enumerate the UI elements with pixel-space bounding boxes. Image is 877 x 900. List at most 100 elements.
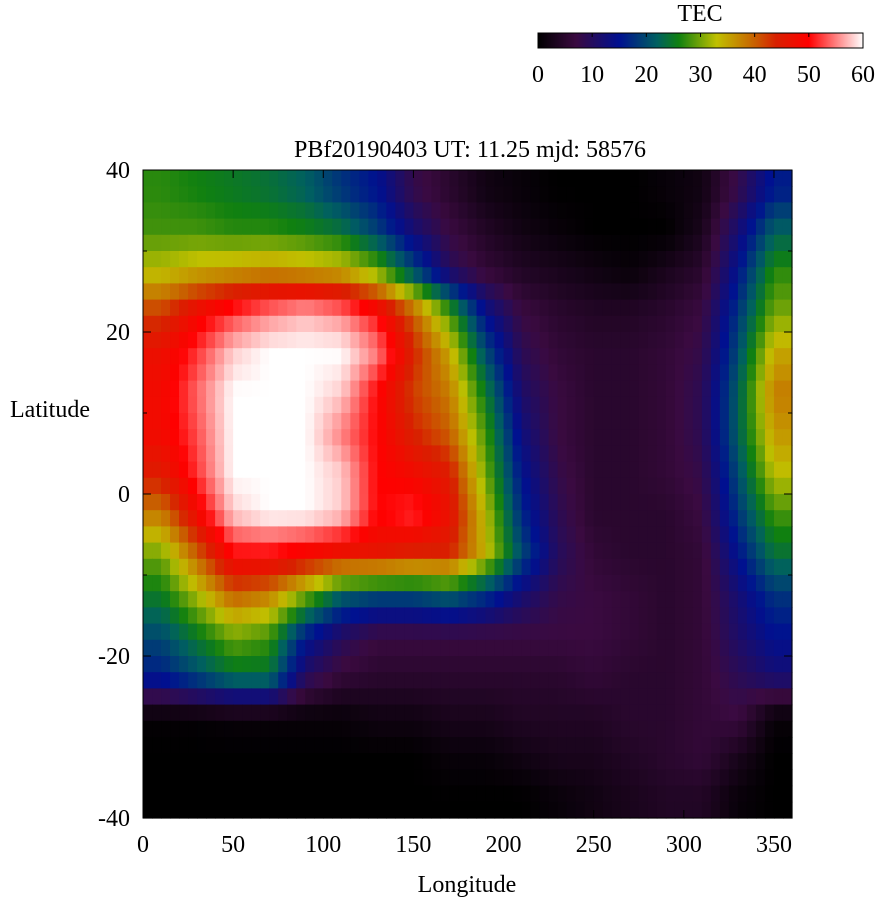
heatmap-cell [557, 737, 568, 754]
heatmap-cell [359, 672, 369, 689]
heatmap-cell [692, 704, 703, 722]
heatmap-cell [377, 639, 387, 657]
heatmap-cell [692, 315, 703, 333]
heatmap-cell [206, 413, 216, 430]
colorbar-swatch [817, 33, 819, 48]
heatmap-cell [224, 785, 234, 803]
heatmap-cell [332, 558, 342, 576]
heatmap-cell [341, 591, 351, 608]
heatmap-cell [485, 396, 496, 414]
heatmap-cell [242, 607, 252, 625]
colorbar-swatch [645, 33, 647, 48]
colorbar-swatch [774, 33, 776, 48]
heatmap-cell [737, 753, 748, 770]
heatmap-cell [224, 299, 234, 317]
heatmap-cell [431, 202, 442, 220]
heatmap-cell [413, 348, 424, 365]
heatmap-cell [395, 413, 406, 430]
heatmap-cell [332, 445, 342, 463]
heatmap-cell [746, 413, 757, 430]
colorbar-swatch [565, 33, 567, 48]
heatmap-cell [557, 445, 568, 463]
heatmap-cell [260, 348, 270, 365]
heatmap-cell [368, 413, 378, 430]
heatmap-cell [737, 656, 748, 673]
heatmap-cell [440, 234, 451, 252]
heatmap-cell [656, 494, 667, 511]
heatmap-cell [341, 737, 351, 754]
heatmap-cell [728, 413, 739, 430]
heatmap-cell [368, 494, 378, 511]
colorbar-swatch [711, 33, 713, 48]
heatmap-cell [377, 413, 387, 430]
heatmap-cell [314, 542, 324, 560]
heatmap-cell [422, 785, 433, 803]
heatmap-cell [224, 332, 234, 349]
heatmap-cell [458, 186, 469, 203]
heatmap-cell [197, 170, 207, 187]
heatmap-cell [773, 785, 784, 803]
heatmap-cell [161, 494, 171, 511]
heatmap-cell [161, 202, 171, 220]
heatmap-cell [278, 785, 288, 803]
colorbar-swatch [798, 33, 800, 48]
heatmap-cell [323, 672, 333, 689]
colorbar-swatch [765, 33, 767, 48]
heatmap-cell [458, 801, 469, 819]
heatmap-cell [152, 315, 162, 333]
heatmap-cell [764, 234, 775, 252]
heatmap-cell [179, 332, 189, 349]
heatmap-cell [395, 477, 406, 495]
colorbar-swatch [795, 33, 797, 48]
heatmap-cell [359, 688, 369, 706]
heatmap-cell [359, 737, 369, 754]
heatmap-cell [224, 704, 234, 722]
heatmap-cell [404, 526, 415, 544]
heatmap-cell [242, 801, 252, 819]
heatmap-cell [359, 202, 369, 220]
heatmap-cell [341, 494, 351, 511]
heatmap-cell [764, 429, 775, 446]
heatmap-cell [206, 558, 216, 576]
heatmap-cell [575, 510, 586, 527]
colorbar-swatch [603, 33, 605, 48]
heatmap-cell [449, 251, 460, 268]
colorbar-swatch [659, 33, 661, 48]
heatmap-cell [710, 364, 721, 382]
colorbar-swatch [738, 33, 740, 48]
heatmap-cell [449, 332, 460, 349]
heatmap-cell [656, 299, 667, 317]
heatmap-cell [575, 380, 586, 398]
heatmap-cell [656, 575, 667, 592]
heatmap-cell [449, 170, 460, 187]
heatmap-cell [458, 623, 469, 641]
heatmap-cell [674, 477, 685, 495]
heatmap-cell [665, 656, 676, 673]
heatmap-cell [395, 348, 406, 365]
heatmap-cell [242, 558, 252, 576]
heatmap-cell [719, 801, 730, 819]
heatmap-cell [287, 542, 297, 560]
heatmap-cell [737, 510, 748, 527]
heatmap-cell [260, 704, 270, 722]
heatmap-cell [197, 526, 207, 544]
heatmap-cell [521, 558, 532, 576]
heatmap-cell [188, 591, 198, 608]
colorbar-swatch [835, 33, 837, 48]
heatmap-cell [503, 364, 514, 382]
heatmap-cell [638, 607, 649, 625]
heatmap-cell [782, 737, 793, 754]
heatmap-cell [566, 672, 577, 689]
heatmap-cell [665, 332, 676, 349]
heatmap-cell [512, 623, 523, 641]
heatmap-cell [305, 332, 315, 349]
colorbar-swatch [703, 33, 705, 48]
heatmap-cell [170, 413, 180, 430]
heatmap-cell [746, 510, 757, 527]
heatmap-cell [188, 429, 198, 446]
heatmap-cell [728, 688, 739, 706]
heatmap-cell [377, 461, 387, 479]
colorbar-swatch [696, 33, 698, 48]
heatmap-cell [413, 542, 424, 560]
heatmap-cell [170, 251, 180, 268]
